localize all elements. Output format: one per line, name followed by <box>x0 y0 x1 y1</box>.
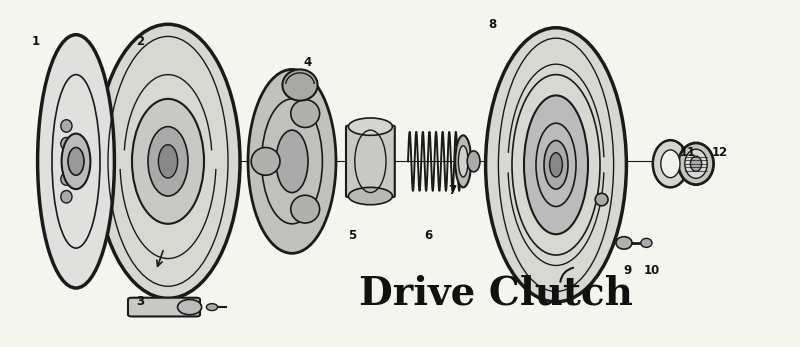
Ellipse shape <box>38 35 114 288</box>
Ellipse shape <box>96 24 240 298</box>
Ellipse shape <box>68 147 84 175</box>
FancyBboxPatch shape <box>346 126 395 197</box>
Text: 2: 2 <box>136 35 144 48</box>
Ellipse shape <box>685 149 707 178</box>
Text: 8: 8 <box>488 18 496 31</box>
Ellipse shape <box>661 150 680 178</box>
Ellipse shape <box>678 143 714 185</box>
Ellipse shape <box>349 118 393 135</box>
Ellipse shape <box>524 95 588 234</box>
Text: 10: 10 <box>644 264 660 277</box>
Ellipse shape <box>467 151 480 172</box>
Ellipse shape <box>61 173 72 185</box>
Ellipse shape <box>653 140 688 187</box>
Ellipse shape <box>61 191 72 203</box>
Ellipse shape <box>62 134 90 189</box>
Text: 5: 5 <box>348 229 356 243</box>
Text: 9: 9 <box>624 264 632 277</box>
FancyBboxPatch shape <box>128 298 200 316</box>
Ellipse shape <box>291 100 319 127</box>
Text: 7: 7 <box>448 184 456 197</box>
Ellipse shape <box>206 304 218 311</box>
Text: 11: 11 <box>680 146 696 159</box>
Ellipse shape <box>132 99 204 224</box>
Ellipse shape <box>178 299 202 315</box>
Ellipse shape <box>248 69 336 253</box>
Ellipse shape <box>690 156 702 171</box>
Text: 3: 3 <box>136 295 144 308</box>
Ellipse shape <box>349 187 393 205</box>
Ellipse shape <box>61 137 72 150</box>
Ellipse shape <box>595 193 608 206</box>
Ellipse shape <box>148 127 188 196</box>
Ellipse shape <box>544 141 568 189</box>
Text: Drive Clutch: Drive Clutch <box>359 274 633 312</box>
Ellipse shape <box>291 195 319 223</box>
Text: 12: 12 <box>712 146 728 159</box>
Ellipse shape <box>458 146 468 177</box>
Ellipse shape <box>455 135 471 187</box>
Ellipse shape <box>282 69 318 101</box>
Ellipse shape <box>616 237 632 249</box>
Ellipse shape <box>61 120 72 132</box>
Text: 4: 4 <box>304 56 312 69</box>
Ellipse shape <box>641 238 652 247</box>
Text: 1: 1 <box>32 35 40 48</box>
Ellipse shape <box>486 28 626 302</box>
Text: 6: 6 <box>424 229 432 243</box>
Ellipse shape <box>276 130 308 193</box>
Ellipse shape <box>550 153 562 177</box>
Ellipse shape <box>158 145 178 178</box>
Ellipse shape <box>251 147 280 175</box>
